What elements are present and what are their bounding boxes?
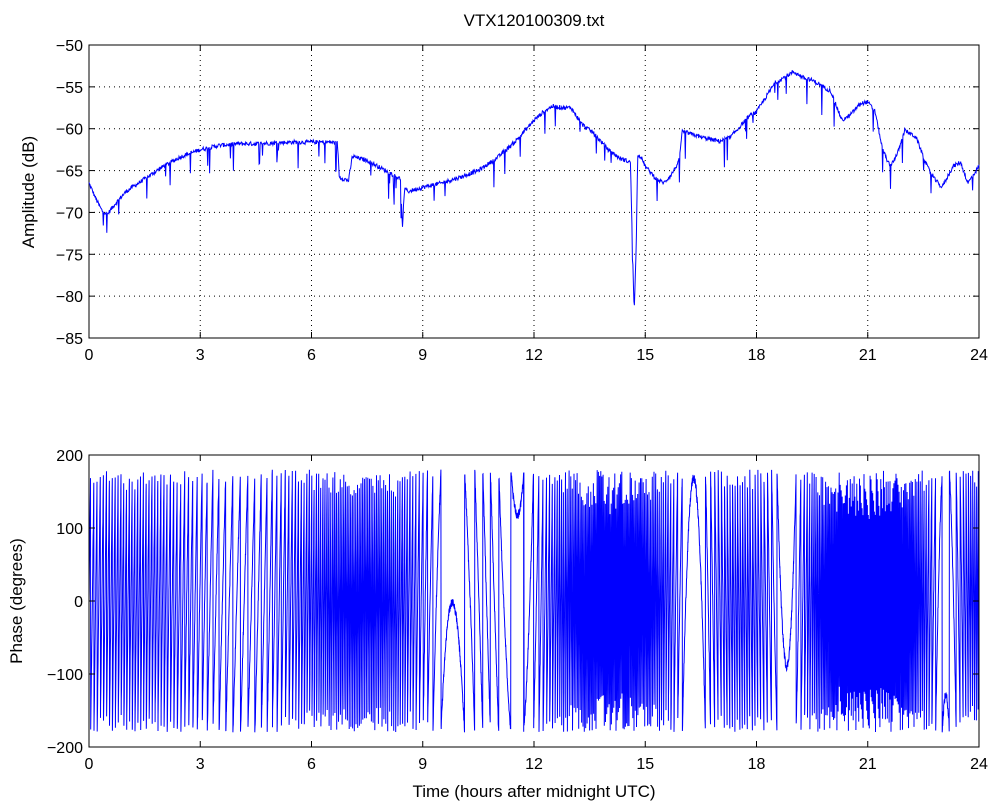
x-tick-label: 15 <box>636 347 654 364</box>
phase-series-line <box>88 469 980 733</box>
phase-plot: 0 3 6 9 12 15 18 21 24 200 100 0 −100 −200 Phase (de… <box>7 448 988 801</box>
amplitude-plot: VTX120100309.txt 0 3 6 9 12 15 18 21 24 −50 −55 −6… <box>19 11 988 364</box>
amplitude-x-tick-labels: 0 3 6 9 12 15 18 21 24 <box>85 347 988 364</box>
phase-ticks <box>88 454 980 748</box>
x-tick-label: 6 <box>307 756 316 773</box>
amplitude-ticks <box>88 44 980 339</box>
amplitude-y-axis-label: Amplitude (dB) <box>19 136 38 248</box>
y-tick-label: −55 <box>56 80 83 97</box>
y-tick-label: −50 <box>56 38 83 55</box>
amplitude-grid <box>89 45 979 338</box>
phase-x-axis-label: Time (hours after midnight UTC) <box>412 782 655 801</box>
x-tick-label: 18 <box>748 756 766 773</box>
amplitude-y-tick-labels: −50 −55 −60 −65 −70 −75 −80 −85 <box>56 38 83 348</box>
y-tick-label: −200 <box>47 740 83 757</box>
phase-x-tick-labels: 0 3 6 9 12 15 18 21 24 <box>85 756 988 773</box>
phase-y-tick-labels: 200 100 0 −100 −200 <box>47 448 83 757</box>
y-tick-label: −70 <box>56 205 83 222</box>
x-tick-label: 0 <box>85 347 94 364</box>
x-tick-label: 24 <box>970 347 988 364</box>
x-tick-label: 12 <box>525 756 543 773</box>
x-tick-label: 24 <box>970 756 988 773</box>
amplitude-series-line <box>88 70 980 306</box>
x-tick-label: 3 <box>196 756 205 773</box>
chart-title: VTX120100309.txt <box>464 11 605 30</box>
x-tick-label: 21 <box>859 756 877 773</box>
x-tick-label: 0 <box>85 756 94 773</box>
x-tick-label: 21 <box>859 347 877 364</box>
y-tick-label: 200 <box>56 448 83 465</box>
x-tick-label: 3 <box>196 347 205 364</box>
x-tick-label: 6 <box>307 347 316 364</box>
y-tick-label: −75 <box>56 247 83 264</box>
x-tick-label: 18 <box>748 347 766 364</box>
y-tick-label: −60 <box>56 122 83 139</box>
y-tick-label: −65 <box>56 164 83 181</box>
y-tick-label: 0 <box>74 594 83 611</box>
x-tick-label: 15 <box>636 756 654 773</box>
y-tick-label: 100 <box>56 521 83 538</box>
y-tick-label: −100 <box>47 667 83 684</box>
x-tick-label: 9 <box>418 756 427 773</box>
y-tick-label: −80 <box>56 289 83 306</box>
x-tick-label: 9 <box>418 347 427 364</box>
phase-y-axis-label: Phase (degrees) <box>7 538 26 664</box>
y-tick-label: −85 <box>56 331 83 348</box>
x-tick-label: 12 <box>525 347 543 364</box>
